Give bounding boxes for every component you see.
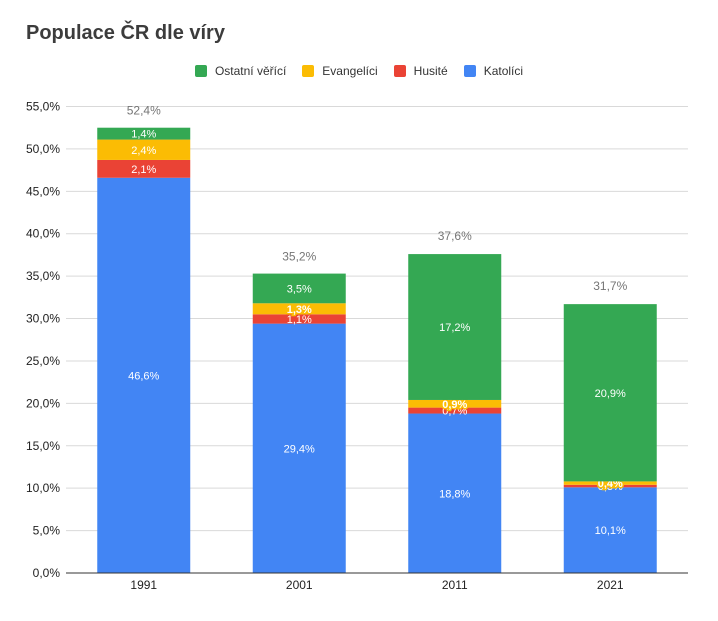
- chart-title: Populace ČR dle víry: [26, 22, 225, 44]
- bar-segment: [408, 407, 502, 414]
- legend-swatch-husite: [393, 65, 406, 77]
- bar-segment: [563, 481, 657, 485]
- bar-segment: [97, 127, 191, 140]
- bar-segment: [408, 254, 502, 400]
- data-label: 0,9%: [442, 399, 467, 411]
- y-tick-label: 20,0%: [26, 396, 60, 410]
- legend-label-ostatni: Ostatní věřící: [214, 64, 287, 78]
- legend-label-husite: Husité: [413, 64, 448, 78]
- total-label: 35,2%: [282, 249, 316, 263]
- legend-item-evangelici[interactable]: Evangelíci: [302, 64, 378, 78]
- x-tick-label: 1991: [130, 578, 157, 592]
- legend-item-husite[interactable]: Husité: [393, 64, 448, 78]
- legend-swatch-katolici: [463, 65, 476, 77]
- y-tick-label: 55,0%: [26, 100, 60, 114]
- data-label: 2,4%: [131, 145, 156, 157]
- data-label: 2,1%: [131, 164, 156, 176]
- y-tick-label: 45,0%: [26, 184, 60, 198]
- y-tick-label: 40,0%: [26, 227, 60, 241]
- x-tick-label: 2011: [442, 578, 468, 592]
- bar-segment: [97, 177, 191, 574]
- legend-label-evangelici: Evangelíci: [322, 64, 378, 78]
- y-tick-label: 10,0%: [26, 481, 60, 495]
- data-label: 1,4%: [131, 129, 156, 141]
- legend-item-katolici[interactable]: Katolíci: [463, 64, 524, 78]
- bar-segment: [252, 323, 346, 573]
- total-label: 37,6%: [438, 229, 472, 243]
- y-tick-label: 25,0%: [26, 354, 60, 368]
- legend-swatch-evangelici: [302, 65, 315, 77]
- y-tick-label: 50,0%: [26, 142, 60, 156]
- data-label: 29,4%: [284, 443, 315, 455]
- y-tick-label: 0,0%: [33, 566, 61, 580]
- data-label: 1,1%: [287, 314, 312, 326]
- data-label: 0,7%: [442, 406, 467, 418]
- legend: Ostatní věřící Evangelíci Husité Katolíc…: [0, 64, 718, 78]
- bar-segment: [408, 399, 502, 408]
- bar-segment: [252, 303, 346, 315]
- data-label: 17,2%: [439, 322, 470, 334]
- total-label: 31,7%: [593, 279, 627, 293]
- data-label: 46,6%: [128, 370, 159, 382]
- legend-label-katolici: Katolíci: [483, 64, 524, 78]
- y-tick-label: 35,0%: [26, 269, 60, 283]
- y-tick-label: 30,0%: [26, 312, 60, 326]
- x-tick-label: 2021: [597, 578, 624, 592]
- x-tick-label: 2001: [286, 578, 313, 592]
- data-label: 18,8%: [439, 488, 470, 500]
- legend-item-ostatni[interactable]: Ostatní věřící: [194, 64, 287, 78]
- bar-segment: [97, 159, 191, 178]
- data-label: 1,3%: [287, 304, 312, 316]
- bar-segment: [563, 484, 657, 488]
- data-label: 3,5%: [287, 283, 312, 295]
- bar-segment: [252, 273, 346, 304]
- bar-segment: [252, 314, 346, 324]
- data-label: 10,1%: [595, 525, 626, 537]
- bar-segment: [408, 413, 502, 573]
- legend-swatch-ostatni: [194, 65, 207, 77]
- bar-segment: [563, 304, 657, 482]
- y-tick-label: 15,0%: [26, 439, 60, 453]
- bar-segment: [563, 487, 657, 573]
- data-label: 20,9%: [595, 388, 626, 400]
- bar-segment: [97, 139, 191, 160]
- y-tick-label: 5,0%: [33, 524, 61, 538]
- total-label: 52,4%: [127, 104, 161, 118]
